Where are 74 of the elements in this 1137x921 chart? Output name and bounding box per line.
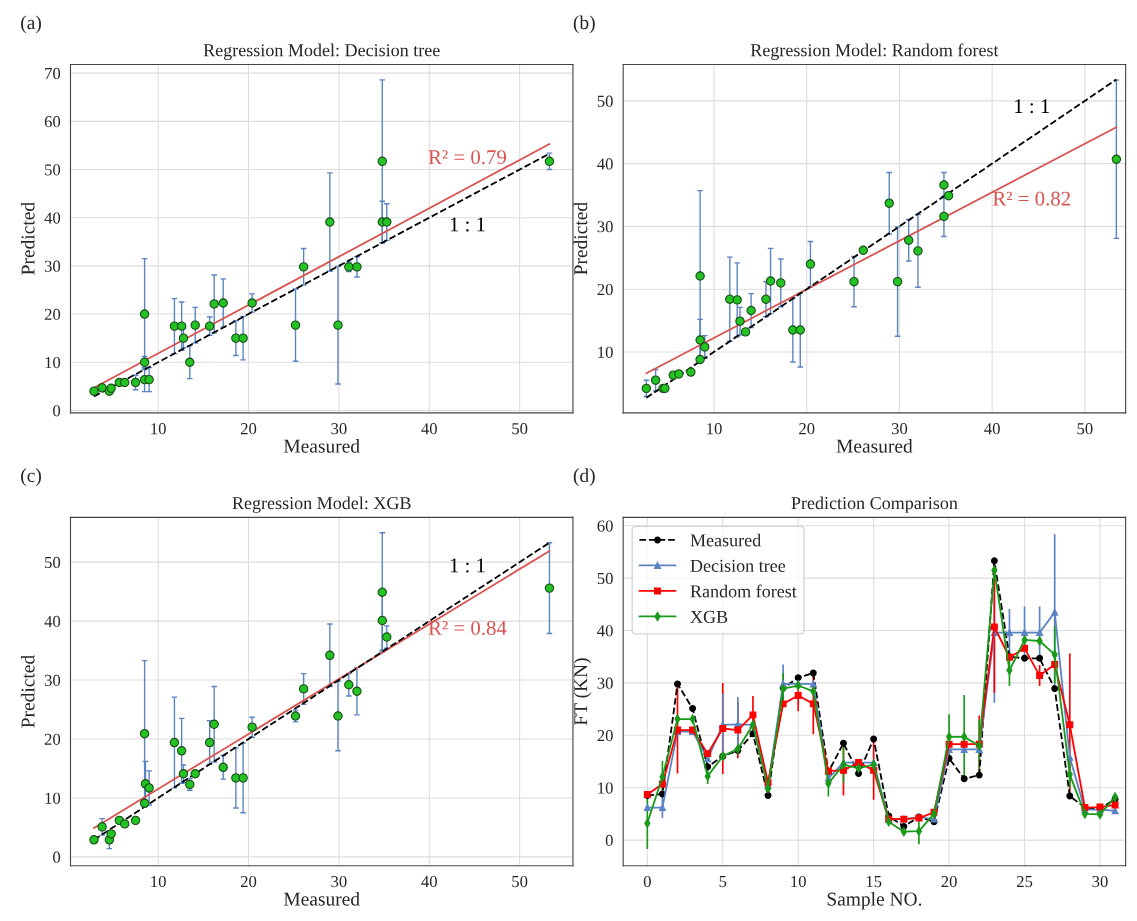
y-tick-label: 50 [597, 95, 613, 107]
legend-label: Random forest [690, 584, 797, 598]
y-tick-label: 50 [597, 572, 613, 585]
chart-title: Regression Model: Random forest [750, 43, 999, 61]
y-tick-label: 60 [44, 116, 61, 128]
x-tick-label: 50 [512, 875, 528, 888]
text: (c) [21, 468, 41, 487]
x-tick-label: 5 [719, 876, 727, 888]
x-tick-label: 10 [151, 423, 166, 435]
y-tick-label: 20 [44, 733, 61, 745]
x-tick-label: 20 [941, 875, 957, 888]
y-tick-label: 30 [597, 221, 613, 233]
y-axis-title: Predicted [20, 202, 35, 275]
chart-title: Regression Model: Decision tree [203, 43, 440, 61]
x-tick-label: 10 [151, 875, 166, 888]
y-tick-label: 10 [45, 356, 61, 369]
x-axis-title: Measured [283, 439, 360, 453]
annotation: 1 : 1 [450, 217, 485, 232]
x-tick-label: 20 [799, 423, 815, 435]
x-tick-label: 40 [421, 875, 437, 888]
x-tick-label: 30 [331, 875, 347, 888]
x-tick-label: 10 [791, 875, 806, 888]
y-tick-label: 40 [597, 625, 613, 637]
y-tick-label: 20 [597, 283, 613, 296]
x-axis-title: Sample NO. [827, 891, 922, 910]
annotation: 1 : 1 [1015, 99, 1050, 114]
x-axis-title: Measured [283, 891, 360, 906]
y-tick-label: 50 [45, 164, 61, 176]
y-tick-label: 20 [44, 308, 61, 321]
text: (d) [573, 468, 595, 487]
y-tick-label: 70 [45, 67, 61, 80]
x-tick-label: 40 [984, 423, 1000, 435]
x-tick-label: 40 [421, 423, 437, 435]
y-axis-title: Predicted [20, 655, 35, 728]
chart-title: Prediction Comparison [791, 496, 958, 513]
y-tick-label: 0 [53, 851, 61, 863]
annotation: R² = 0.84 [428, 620, 507, 636]
y-axis-title: Predicted [573, 202, 588, 275]
chart-title: Regression Model: XGB [232, 496, 411, 513]
x-axis-title: Measured [836, 439, 913, 453]
x-tick-label: 20 [240, 875, 257, 888]
annotation: 1 : 1 [450, 558, 485, 573]
y-tick-label: 50 [45, 556, 61, 569]
y-tick-label: 30 [597, 677, 613, 689]
y-tick-label: 30 [44, 260, 61, 272]
y-tick-label: 10 [598, 782, 613, 794]
legend-label: XGB [690, 610, 728, 623]
y-tick-label: 60 [597, 520, 613, 532]
legend-label: Decision tree [690, 559, 786, 572]
x-tick-label: 30 [331, 423, 347, 435]
x-tick-label: 50 [1077, 423, 1093, 435]
x-tick-label: 20 [240, 423, 257, 435]
x-tick-label: 50 [512, 423, 528, 435]
x-tick-label: 25 [1016, 875, 1033, 888]
y-axis-title: FT (KN) [573, 658, 592, 726]
annotation: R² = 0.79 [428, 150, 506, 165]
x-tick-label: 30 [1092, 875, 1108, 888]
x-tick-label: 0 [643, 875, 651, 888]
y-tick-label: 30 [44, 674, 61, 686]
text: (a) [21, 15, 41, 34]
y-tick-label: 10 [598, 346, 613, 358]
x-tick-label: 15 [866, 876, 882, 888]
y-tick-label: 10 [45, 792, 61, 804]
legend-label: Measured [690, 533, 761, 547]
text: (b) [573, 15, 595, 34]
y-tick-label: 40 [44, 615, 61, 628]
y-tick-label: 40 [44, 212, 61, 224]
x-tick-label: 30 [891, 423, 908, 435]
y-tick-label: 20 [597, 729, 613, 742]
annotation: R² = 0.82 [992, 191, 1070, 206]
y-tick-label: 0 [53, 405, 61, 417]
x-tick-label: 10 [707, 423, 722, 435]
y-tick-label: 0 [605, 834, 613, 847]
y-tick-label: 40 [597, 158, 613, 170]
